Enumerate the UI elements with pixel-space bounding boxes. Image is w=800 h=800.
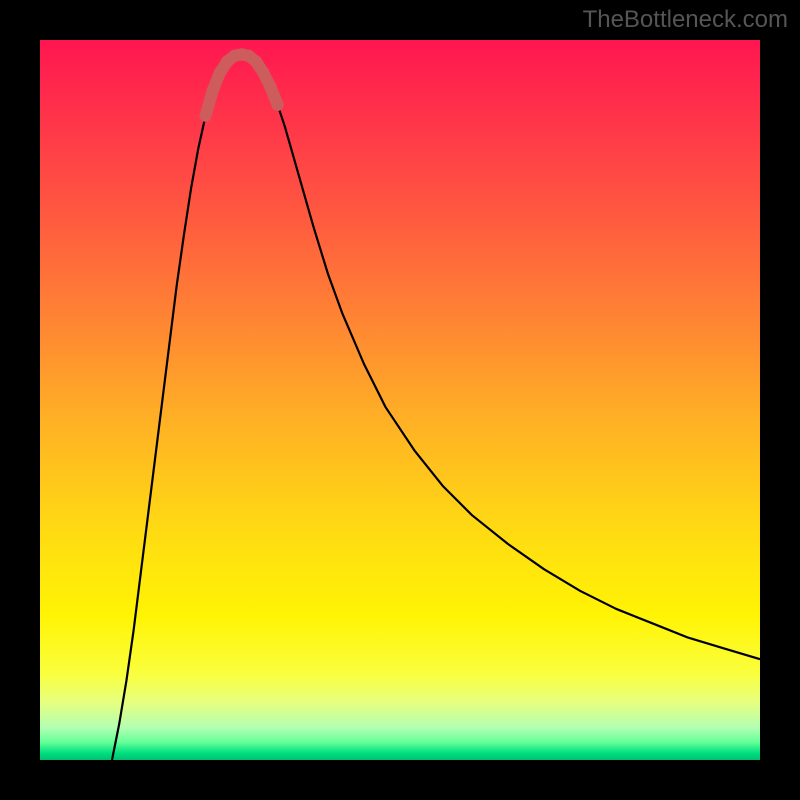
chart-container: TheBottleneck.com (0, 0, 800, 800)
gradient-background (40, 40, 760, 760)
bottleneck-curve-chart (40, 40, 760, 760)
plot-area (40, 40, 760, 760)
watermark-text: TheBottleneck.com (583, 6, 788, 34)
